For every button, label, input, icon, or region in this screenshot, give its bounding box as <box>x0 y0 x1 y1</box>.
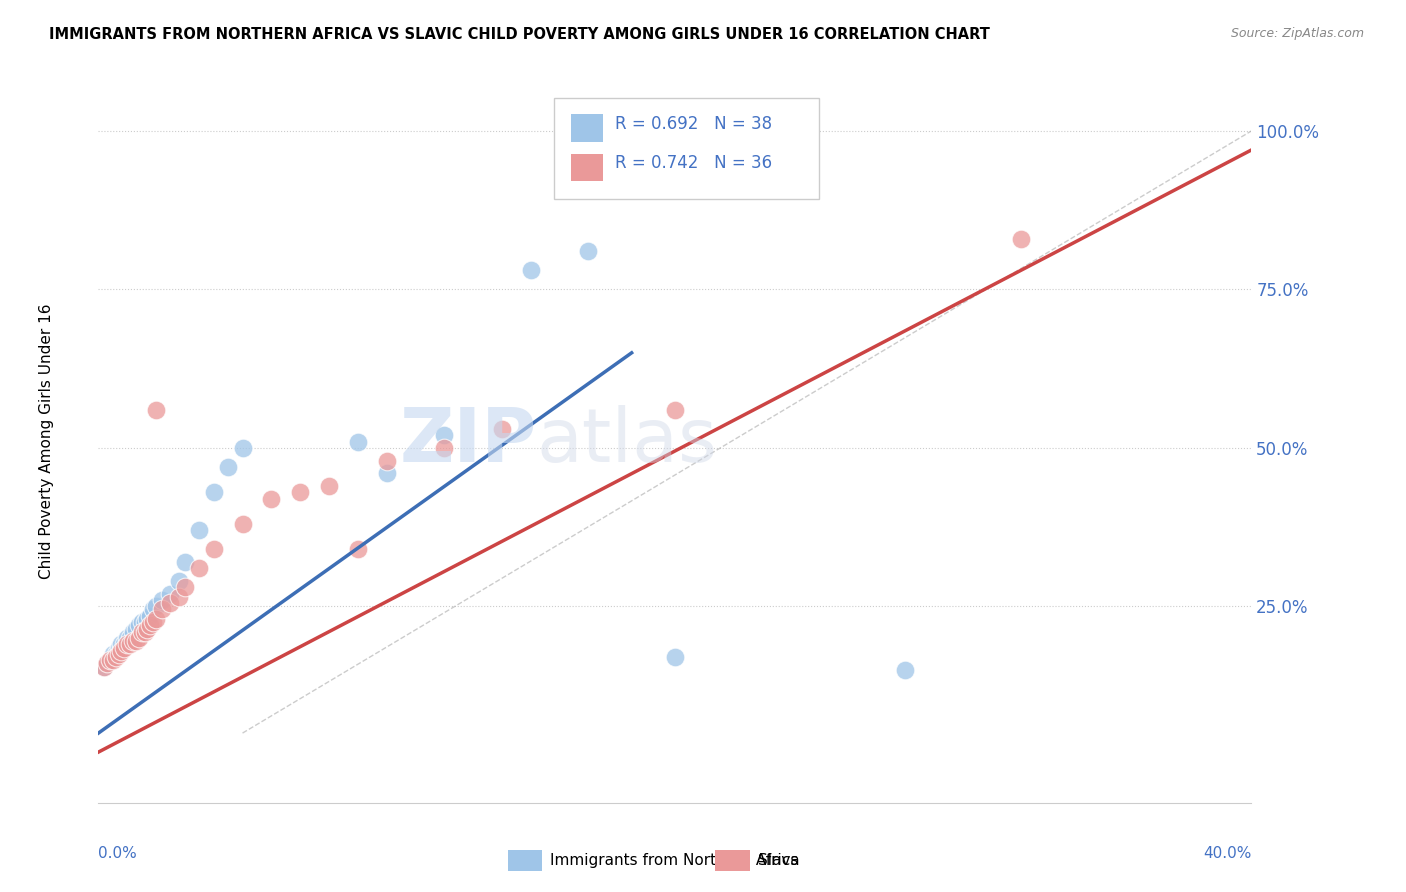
Point <box>136 612 159 626</box>
Point <box>145 402 167 417</box>
Point <box>128 631 150 645</box>
Point <box>96 657 118 671</box>
Point <box>150 602 173 616</box>
Text: IMMIGRANTS FROM NORTHERN AFRICA VS SLAVIC CHILD POVERTY AMONG GIRLS UNDER 16 COR: IMMIGRANTS FROM NORTHERN AFRICA VS SLAVI… <box>49 27 990 42</box>
Point <box>98 653 121 667</box>
FancyBboxPatch shape <box>571 114 603 142</box>
Point <box>578 244 600 259</box>
Point <box>107 643 129 657</box>
Point <box>375 453 398 467</box>
Point <box>290 485 312 500</box>
Point <box>120 631 142 645</box>
Point <box>110 637 132 651</box>
Point <box>433 428 456 442</box>
Point <box>145 612 167 626</box>
Point <box>117 631 139 645</box>
Point <box>110 643 132 657</box>
Point <box>131 624 153 639</box>
Point <box>120 637 142 651</box>
Point <box>136 622 159 636</box>
Point <box>894 663 917 677</box>
Point <box>491 422 513 436</box>
Point <box>231 516 254 531</box>
FancyBboxPatch shape <box>508 850 543 871</box>
Point <box>110 640 132 655</box>
Text: R = 0.742   N = 36: R = 0.742 N = 36 <box>614 154 772 172</box>
Point <box>112 637 135 651</box>
Point <box>104 650 127 665</box>
Point <box>231 441 254 455</box>
Point <box>188 523 211 537</box>
Text: ZIP: ZIP <box>399 405 537 478</box>
FancyBboxPatch shape <box>716 850 749 871</box>
Point <box>664 402 686 417</box>
Point <box>167 590 190 604</box>
Point <box>125 622 148 636</box>
Point <box>202 485 225 500</box>
Point <box>134 615 156 630</box>
Text: 0.0%: 0.0% <box>98 847 138 861</box>
Point <box>346 434 368 449</box>
Point <box>433 441 456 455</box>
Point <box>375 467 398 481</box>
Text: atlas: atlas <box>537 405 717 478</box>
Point <box>159 596 181 610</box>
Point <box>98 653 121 667</box>
Point <box>150 593 173 607</box>
Point <box>142 615 165 630</box>
Text: Immigrants from Northern Africa: Immigrants from Northern Africa <box>550 853 800 868</box>
Point <box>318 479 340 493</box>
Text: R = 0.692   N = 38: R = 0.692 N = 38 <box>614 115 772 133</box>
Point <box>93 659 115 673</box>
Point <box>122 624 145 639</box>
Point <box>96 657 118 671</box>
Point <box>128 618 150 632</box>
Text: 40.0%: 40.0% <box>1204 847 1251 861</box>
FancyBboxPatch shape <box>571 154 603 181</box>
Point <box>104 647 127 661</box>
Point <box>520 263 543 277</box>
Text: Child Poverty Among Girls Under 16: Child Poverty Among Girls Under 16 <box>39 304 53 579</box>
Point <box>107 640 129 655</box>
Point <box>260 491 283 506</box>
Point <box>107 647 129 661</box>
Point <box>122 634 145 648</box>
Point <box>188 561 211 575</box>
Text: Source: ZipAtlas.com: Source: ZipAtlas.com <box>1230 27 1364 40</box>
Point <box>174 580 197 594</box>
Point <box>664 650 686 665</box>
Point <box>101 647 124 661</box>
FancyBboxPatch shape <box>554 98 820 200</box>
Point <box>142 602 165 616</box>
Point <box>117 634 139 648</box>
Point <box>217 459 239 474</box>
Point <box>134 624 156 639</box>
Point <box>139 618 162 632</box>
Point <box>167 574 190 588</box>
Point <box>117 637 139 651</box>
Point <box>1010 232 1032 246</box>
Point <box>202 542 225 557</box>
Point <box>159 587 181 601</box>
Point <box>101 653 124 667</box>
Point <box>174 555 197 569</box>
Point <box>346 542 368 557</box>
Point <box>131 615 153 630</box>
Point <box>101 650 124 665</box>
Point <box>145 599 167 614</box>
Point <box>139 608 162 623</box>
Point <box>125 634 148 648</box>
Text: Slavs: Slavs <box>758 853 799 868</box>
Point <box>93 659 115 673</box>
Point <box>112 640 135 655</box>
